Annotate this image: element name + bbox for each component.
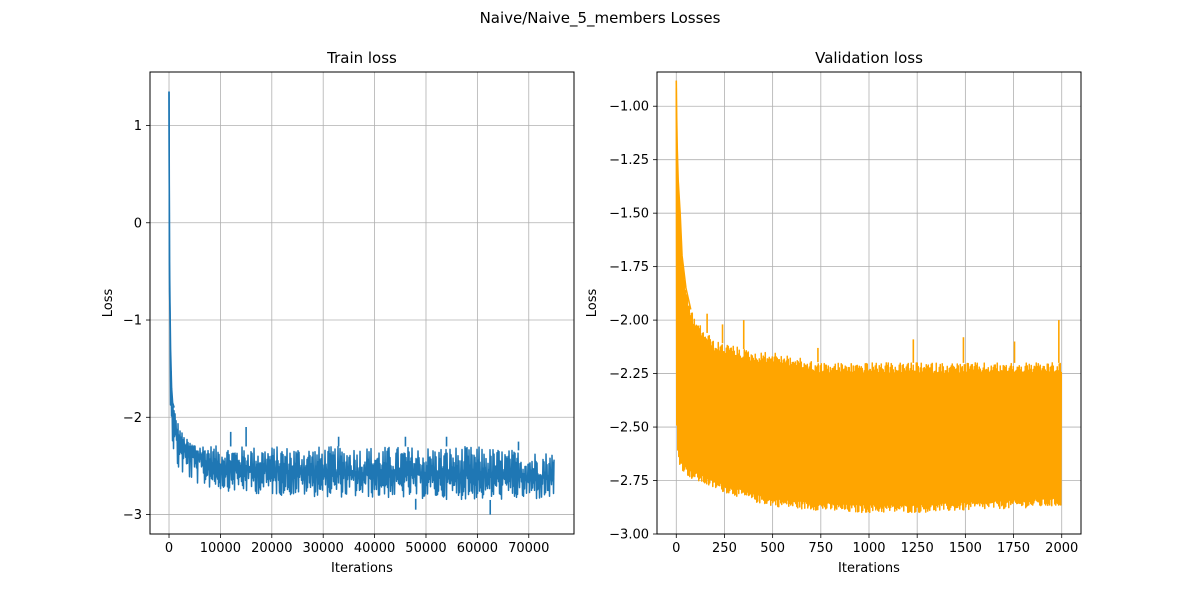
figure-title: Naive/Naive_5_members Losses xyxy=(479,9,721,27)
y-tick-label: −2.25 xyxy=(609,367,649,382)
x-tick-label: 1000 xyxy=(852,541,885,556)
x-tick-label: 40000 xyxy=(354,541,395,556)
x-tick-label: 250 xyxy=(712,541,737,556)
series-line xyxy=(168,91,555,501)
x-tick-label: 500 xyxy=(760,541,785,556)
y-tick-label: −2 xyxy=(123,411,142,426)
axes-frame xyxy=(149,71,575,535)
y-axis-label: Loss xyxy=(585,289,600,318)
y-tick-label: −1.25 xyxy=(609,153,649,168)
x-tick-label: 10000 xyxy=(200,541,241,556)
y-tick-label: −1.75 xyxy=(609,260,649,275)
y-tick-label: 0 xyxy=(134,216,142,231)
y-tick-label: −3.00 xyxy=(609,528,649,543)
x-axis-label: Iterations xyxy=(331,561,393,576)
x-tick-label: 1500 xyxy=(949,541,982,556)
series-peak-line xyxy=(168,91,175,408)
y-tick-label: −1.00 xyxy=(609,100,649,115)
x-tick-label: 50000 xyxy=(405,541,446,556)
y-tick-label: −1.50 xyxy=(609,207,649,222)
y-tick-label: −2.75 xyxy=(609,474,649,489)
x-tick-label: 750 xyxy=(808,541,833,556)
chart-title-validation: Validation loss xyxy=(815,49,923,67)
x-tick-label: 0 xyxy=(165,541,173,556)
x-tick-label: 0 xyxy=(672,541,680,556)
y-tick-label: −1 xyxy=(123,314,142,329)
x-tick-label: 2000 xyxy=(1045,541,1078,556)
x-tick-label: 30000 xyxy=(303,541,344,556)
y-tick-label: −2.50 xyxy=(609,421,649,436)
x-axis-label: Iterations xyxy=(838,561,900,576)
chart-title-train: Train loss xyxy=(327,49,397,67)
series-peak-line xyxy=(675,80,692,310)
y-axis-label: Loss xyxy=(101,289,116,318)
x-tick-label: 1750 xyxy=(997,541,1030,556)
y-tick-label: −3 xyxy=(123,508,142,523)
x-tick-label: 60000 xyxy=(457,541,498,556)
y-tick-label: 1 xyxy=(134,119,142,134)
x-tick-label: 1250 xyxy=(901,541,934,556)
x-tick-label: 70000 xyxy=(508,541,549,556)
x-tick-label: 20000 xyxy=(251,541,292,556)
series-line xyxy=(675,87,1063,514)
y-tick-label: −2.00 xyxy=(609,314,649,329)
